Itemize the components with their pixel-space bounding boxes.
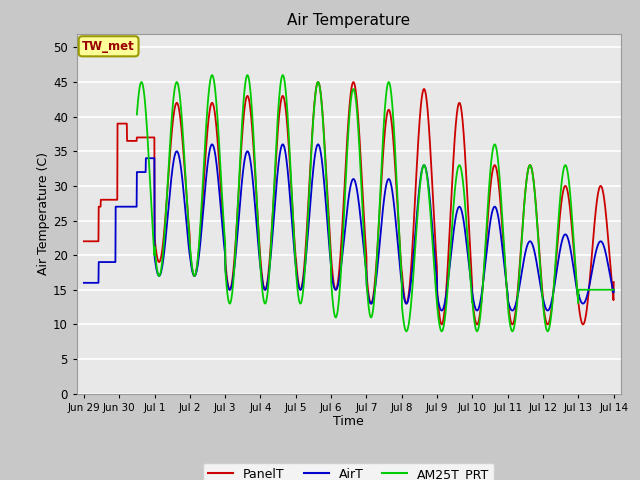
Text: TW_met: TW_met [82,40,135,53]
Y-axis label: Air Temperature (C): Air Temperature (C) [37,152,50,275]
Legend: PanelT, AirT, AM25T_PRT: PanelT, AirT, AM25T_PRT [203,463,495,480]
Title: Air Temperature: Air Temperature [287,13,410,28]
X-axis label: Time: Time [333,415,364,429]
